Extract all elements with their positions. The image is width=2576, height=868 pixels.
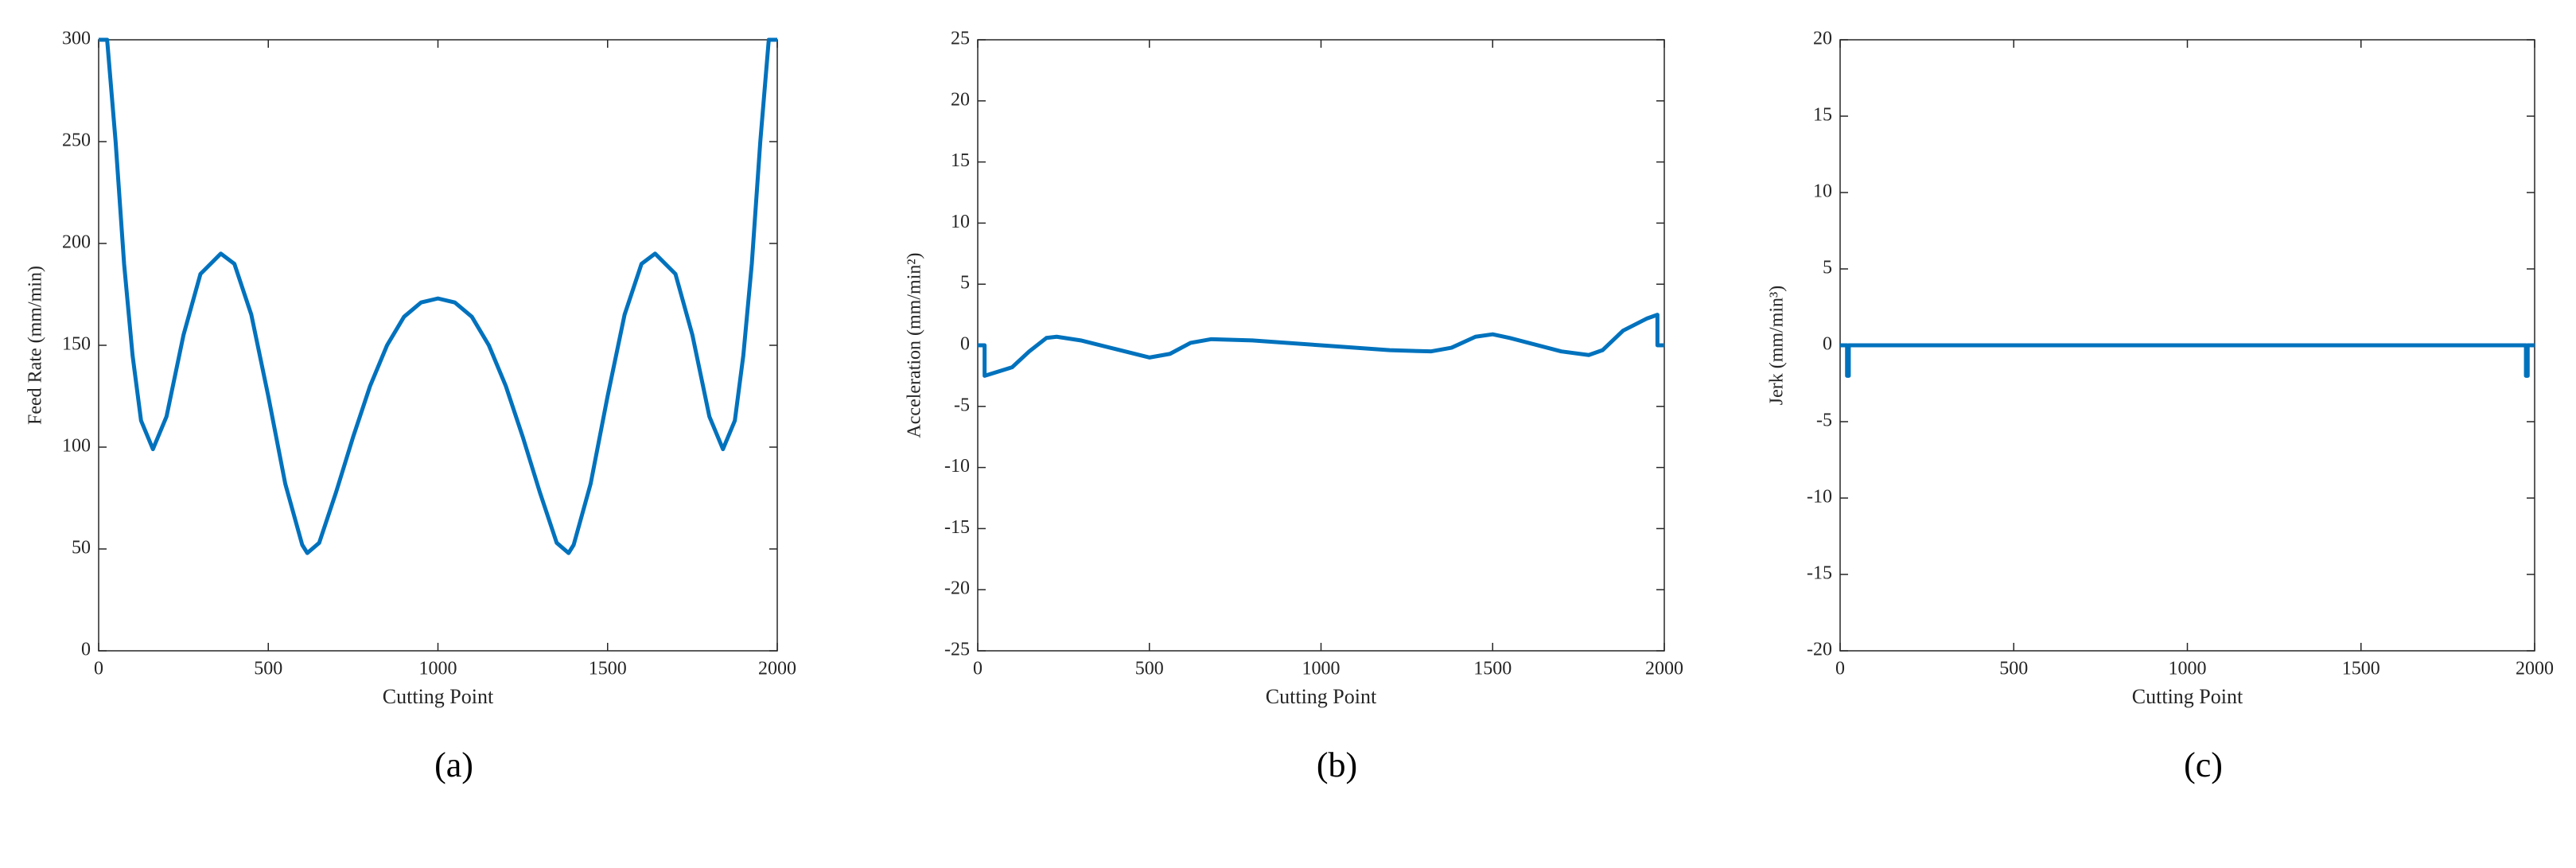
y-tick-label: 15 (951, 150, 970, 171)
data-line (99, 37, 777, 555)
x-tick-label: 500 (1999, 659, 2028, 679)
x-tick-label: 1500 (2342, 659, 2380, 679)
x-axis-label: Cutting Point (1266, 685, 1377, 708)
plot-frame (98, 39, 778, 652)
y-axis-label: Feed Rate (mm/min) (25, 266, 46, 425)
y-tick-label: 0 (960, 334, 970, 355)
y-tick-label: 5 (1823, 258, 1832, 278)
x-tick-label: 1000 (419, 659, 457, 679)
y-tick-label: -10 (944, 456, 970, 477)
data-line (978, 313, 1664, 378)
y-tick-label: 15 (1813, 105, 1832, 126)
y-tick-label: 0 (1823, 334, 1832, 355)
x-tick-label: 0 (1835, 659, 1845, 679)
x-tick-label: 2000 (1645, 659, 1683, 679)
y-tick-label: 250 (62, 130, 91, 151)
x-tick-label: 1000 (1302, 659, 1341, 679)
x-axis-label: Cutting Point (383, 685, 494, 708)
caption: (c) (2184, 745, 2223, 784)
y-tick-label: 150 (62, 334, 91, 355)
y-tick-label: -20 (1807, 640, 1832, 660)
x-tick-label: 0 (94, 659, 103, 679)
caption: (b) (1317, 745, 1357, 784)
y-axis-label: Acceleration (mm/min²) (905, 252, 925, 438)
y-tick-label: -15 (1807, 563, 1832, 584)
y-tick-label: 50 (72, 538, 91, 559)
y-tick-label: -20 (944, 578, 970, 599)
y-tick-label: 25 (951, 29, 970, 49)
x-tick-label: 500 (254, 659, 282, 679)
x-tick-label: 1500 (1473, 659, 1512, 679)
x-tick-label: 0 (973, 659, 983, 679)
x-tick-label: 1500 (589, 659, 627, 679)
y-axis-label: Jerk (mm/min³) (1767, 286, 1788, 406)
x-tick-label: 1000 (2169, 659, 2207, 679)
y-tick-label: -5 (1816, 411, 1832, 431)
y-tick-label: 5 (960, 273, 970, 294)
y-tick-label: 20 (951, 89, 970, 110)
y-tick-label: 0 (81, 640, 91, 660)
x-tick-label: 2000 (758, 659, 796, 679)
y-tick-label: 300 (62, 29, 91, 49)
data-line (1840, 343, 2535, 378)
y-tick-label: 200 (62, 232, 91, 253)
x-tick-label: 2000 (2516, 659, 2554, 679)
y-tick-label: -25 (944, 640, 970, 660)
y-tick-label: 10 (1813, 181, 1832, 202)
y-tick-label: -5 (954, 395, 970, 415)
y-tick-label: -15 (944, 517, 970, 538)
y-tick-label: 20 (1813, 29, 1832, 49)
y-tick-label: 10 (951, 212, 970, 232)
caption: (a) (434, 745, 473, 784)
x-tick-label: 500 (1135, 659, 1164, 679)
x-axis-label: Cutting Point (2132, 685, 2243, 708)
y-tick-label: -10 (1807, 487, 1832, 508)
y-tick-label: 100 (62, 436, 91, 457)
